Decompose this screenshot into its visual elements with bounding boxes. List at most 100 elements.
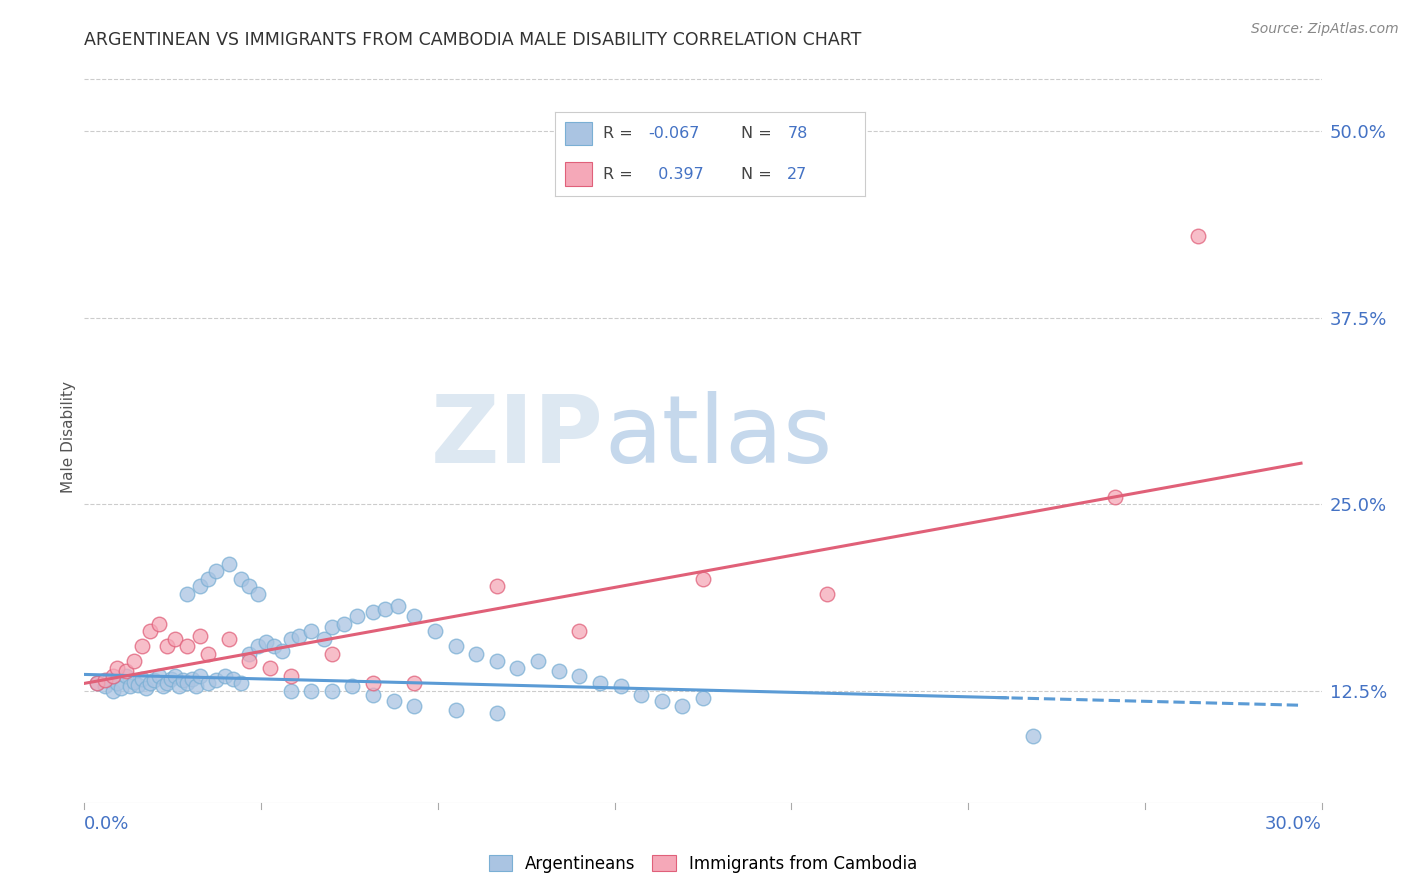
Point [103,683,125,698]
Point [218,632,240,646]
Point [98,673,121,688]
Point [246,639,269,653]
Text: 0.397: 0.397 [648,167,704,182]
Point [94,673,117,688]
Text: R =: R = [603,126,638,141]
Point [86,676,108,690]
Point [176,676,198,690]
Point [1022,729,1045,743]
Point [312,632,335,646]
Point [423,624,446,639]
Point [197,647,219,661]
Point [387,599,409,613]
Point [485,654,508,668]
Point [105,661,128,675]
Point [299,683,322,698]
Point [176,587,198,601]
Text: N =: N = [741,167,778,182]
Bar [565,121,592,145]
Point [692,691,714,706]
Point [342,679,364,693]
Point [139,624,162,639]
Point [1187,228,1209,243]
Point [404,698,426,713]
Point [321,620,343,634]
Text: 27: 27 [787,167,807,182]
Point [152,679,174,693]
Point [404,676,426,690]
Text: 0.0%: 0.0% [84,814,129,833]
Point [609,679,631,693]
Y-axis label: Male Disability: Male Disability [60,381,76,493]
Point [361,676,384,690]
Point [122,654,145,668]
Point [485,706,508,721]
Point [651,694,673,708]
Point [568,624,591,639]
Text: ARGENTINEAN VS IMMIGRANTS FROM CAMBODIA MALE DISABILITY CORRELATION CHART: ARGENTINEAN VS IMMIGRANTS FROM CAMBODIA … [84,31,862,49]
Point [118,679,141,693]
Bar [565,162,592,186]
Point [110,681,132,695]
Point [156,639,179,653]
Point [156,676,179,690]
Point [299,624,322,639]
Point [254,634,277,648]
Point [180,672,202,686]
Text: -0.067: -0.067 [648,126,700,141]
Text: atlas: atlas [605,391,832,483]
Point [229,572,252,586]
Point [280,683,302,698]
Point [444,703,467,717]
Point [404,609,426,624]
Point [86,676,108,690]
Point [321,647,343,661]
Point [589,676,612,690]
Point [506,661,529,675]
Text: ZIP: ZIP [432,391,605,483]
Point [1104,490,1126,504]
Point [280,632,302,646]
Point [671,698,693,713]
Point [188,579,211,593]
Point [374,601,396,615]
Point [485,579,508,593]
Point [238,579,260,593]
Point [815,587,838,601]
Point [222,672,245,686]
Point [165,632,187,646]
Text: 78: 78 [787,126,807,141]
Point [218,557,240,571]
Text: 30.0%: 30.0% [1265,814,1322,833]
Point [444,639,467,653]
Point [131,672,153,686]
Text: N =: N = [741,126,778,141]
Point [361,605,384,619]
Point [280,669,302,683]
Point [197,572,219,586]
Point [465,647,488,661]
Point [229,676,252,690]
Point [263,639,285,653]
Point [197,676,219,690]
Point [172,673,194,688]
Point [547,665,569,679]
Point [114,669,136,683]
Point [333,616,356,631]
Point [94,679,117,693]
Point [205,673,228,688]
Point [105,676,128,690]
Point [271,643,294,657]
Point [131,639,153,653]
Point [692,572,714,586]
Point [103,669,125,683]
Point [143,673,166,688]
Point [568,669,591,683]
Point [246,587,269,601]
Point [127,678,149,692]
Point [167,679,190,693]
Point [135,681,157,695]
Point [630,689,652,703]
Point [188,629,211,643]
Point [346,609,368,624]
